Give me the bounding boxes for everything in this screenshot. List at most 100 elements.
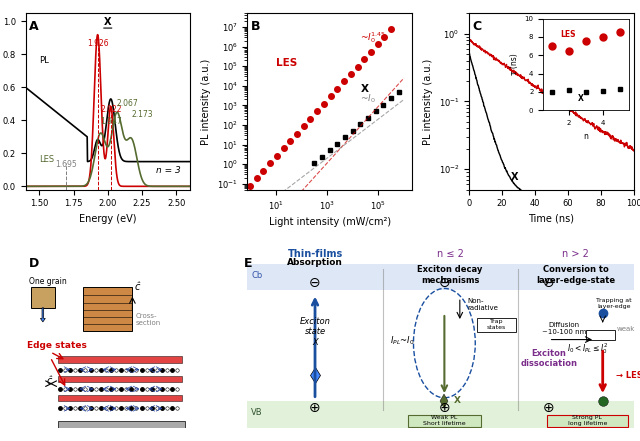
- Text: E: E: [244, 257, 252, 269]
- Y-axis label: PL intensity (a.u.): PL intensity (a.u.): [423, 58, 433, 145]
- Text: Trap
states: Trap states: [487, 319, 506, 330]
- Text: Thin-films: Thin-films: [287, 249, 342, 259]
- Text: 2.022: 2.022: [100, 105, 122, 114]
- Text: Weak PL
Short lifetime: Weak PL Short lifetime: [423, 415, 466, 426]
- FancyBboxPatch shape: [586, 330, 616, 340]
- LES: [300, 123, 308, 129]
- X: [395, 90, 403, 95]
- Text: X: X: [510, 172, 518, 182]
- X-axis label: Energy (eV): Energy (eV): [79, 214, 136, 224]
- FancyBboxPatch shape: [477, 318, 516, 332]
- FancyBboxPatch shape: [547, 415, 628, 427]
- Text: ⊖: ⊖: [543, 276, 554, 290]
- Bar: [58, 376, 182, 382]
- FancyBboxPatch shape: [408, 415, 481, 427]
- Text: weak: weak: [616, 326, 635, 332]
- Bar: [83, 287, 132, 331]
- Text: 1.947: 1.947: [100, 117, 122, 126]
- Line: LES: LES: [247, 26, 394, 188]
- Bar: [58, 421, 185, 428]
- Text: ⊖: ⊖: [309, 276, 321, 290]
- LES: [266, 161, 274, 166]
- Text: Strong PL
long lifetime: Strong PL long lifetime: [568, 415, 607, 426]
- Text: PL: PL: [39, 56, 49, 65]
- X: [341, 135, 349, 140]
- LES: [253, 176, 260, 181]
- LES: [381, 34, 388, 39]
- Text: Conversion to
layer-edge-state: Conversion to layer-edge-state: [536, 265, 615, 285]
- LES: [273, 153, 281, 158]
- Text: One grain: One grain: [29, 277, 67, 286]
- Text: A: A: [29, 20, 38, 33]
- X: [333, 141, 341, 146]
- X: [364, 115, 372, 120]
- Text: Exciton
state
X: Exciton state X: [300, 317, 330, 347]
- Text: Trapping at
layer-edge: Trapping at layer-edge: [596, 298, 632, 309]
- X: [356, 122, 364, 127]
- Bar: [248, 401, 634, 428]
- Text: $I_0 < I_{PL} \leq I_0^2$: $I_0 < I_{PL} \leq I_0^2$: [566, 341, 608, 356]
- LES: [293, 131, 301, 136]
- LES: [260, 168, 268, 173]
- LES: [360, 56, 368, 62]
- Text: D: D: [29, 257, 39, 269]
- Text: 1.926: 1.926: [87, 39, 108, 48]
- LES: [246, 183, 254, 188]
- FancyArrow shape: [40, 308, 45, 322]
- LES: [387, 26, 395, 32]
- Bar: [58, 356, 182, 363]
- Text: B: B: [251, 20, 260, 33]
- Text: LES: LES: [568, 61, 588, 71]
- X: [372, 109, 380, 114]
- Bar: [31, 287, 55, 308]
- X-axis label: Light intensity (mW/cm²): Light intensity (mW/cm²): [269, 217, 390, 227]
- LES: [374, 41, 381, 47]
- X: [310, 161, 318, 166]
- Text: X: X: [104, 17, 111, 27]
- LES: [320, 101, 328, 106]
- Bar: [58, 395, 182, 401]
- Text: 2.067: 2.067: [117, 98, 139, 108]
- Text: ⊕: ⊕: [309, 401, 321, 415]
- Text: n > 2: n > 2: [562, 249, 589, 259]
- LES: [347, 71, 355, 77]
- LES: [287, 138, 294, 144]
- Text: n ≤ 2: n ≤ 2: [436, 249, 463, 259]
- Text: Cross-
section: Cross- section: [136, 314, 161, 326]
- Text: Cb: Cb: [252, 271, 262, 280]
- Text: Exciton
dissociation: Exciton dissociation: [520, 349, 577, 368]
- LES: [340, 79, 348, 84]
- LES: [314, 108, 321, 114]
- LES: [327, 93, 335, 99]
- Text: Absorption: Absorption: [287, 258, 343, 268]
- Text: Non-
radiative: Non- radiative: [468, 298, 499, 310]
- Text: LES: LES: [39, 155, 54, 164]
- Text: LES: LES: [276, 58, 297, 68]
- X: [380, 102, 387, 108]
- Text: n = 3: n = 3: [156, 166, 180, 175]
- Text: C: C: [472, 20, 482, 33]
- Text: 1.695: 1.695: [55, 160, 77, 168]
- Bar: [248, 264, 634, 290]
- Text: Diffusion
~10-100 nm: Diffusion ~10-100 nm: [542, 322, 586, 335]
- Text: ĉ: ĉ: [134, 282, 140, 292]
- LES: [333, 86, 341, 92]
- LES: [354, 64, 362, 69]
- Line: X: X: [312, 90, 401, 165]
- Text: X: X: [360, 84, 369, 93]
- X: [387, 96, 395, 101]
- LES: [280, 146, 287, 151]
- Text: ⊖: ⊖: [438, 276, 450, 290]
- X: [349, 128, 356, 134]
- Text: ĉ: ĉ: [47, 376, 52, 386]
- Text: ⊕: ⊕: [543, 401, 554, 415]
- LES: [307, 116, 314, 121]
- LES: [367, 49, 375, 54]
- Text: ~$I_0$: ~$I_0$: [360, 93, 376, 105]
- Text: ⊕: ⊕: [438, 401, 450, 415]
- Text: → LES: → LES: [616, 371, 640, 381]
- Text: VB: VB: [252, 408, 263, 418]
- Y-axis label: PL intensity (a.u.): PL intensity (a.u.): [202, 58, 211, 145]
- Text: ~$I_0^{1.45}$: ~$I_0^{1.45}$: [360, 30, 387, 45]
- X: [326, 148, 333, 153]
